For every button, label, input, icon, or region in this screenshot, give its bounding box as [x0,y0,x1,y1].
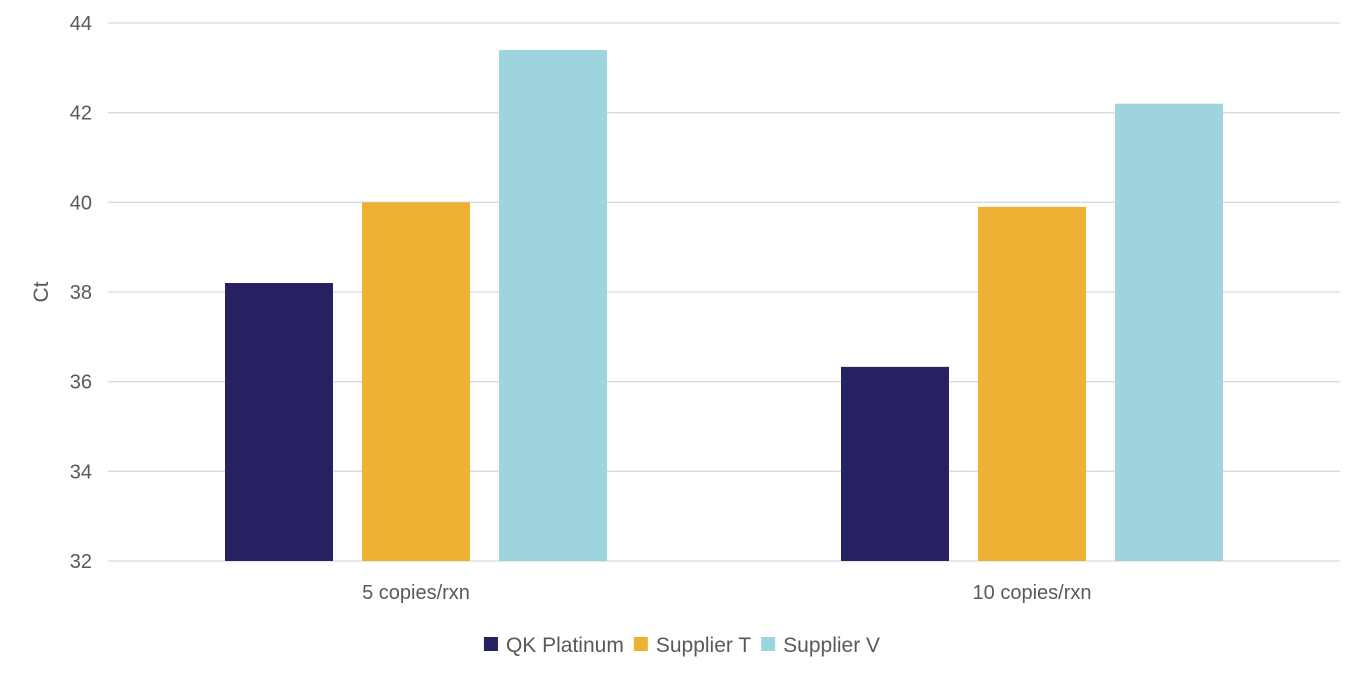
y-tick-label: 32 [70,551,92,573]
legend: QK Platinum Supplier T Supplier V [483,634,880,657]
bar [499,49,607,562]
y-tick-label: 38 [70,282,92,304]
y-tick-label: 36 [70,372,92,394]
y-tick-label: 40 [70,192,92,214]
bar [1115,103,1223,561]
x-tick-label: 10 copies/rxn [973,582,1092,604]
x-tick-label: 5 copies/rxn [362,582,470,604]
legend-item: QK Platinum [483,634,624,657]
y-tick-label: 42 [70,103,92,125]
bar [841,366,949,561]
legend-label: QK Platinum [506,634,624,657]
y-tick-label: 44 [70,13,92,35]
y-axis-title: Ct [30,281,53,302]
legend-swatch [761,637,776,651]
legend-label: Supplier V [783,634,880,657]
bar [978,206,1086,562]
legend-item: Supplier V [761,634,880,657]
bar [362,202,470,562]
x-axis-ticks: 5 copies/rxn 10 copies/rxn [362,582,1091,604]
y-axis-ticks: 32 34 36 38 40 42 44 [70,13,92,573]
bars [225,49,1223,562]
legend-swatch [483,637,498,651]
legend-label: Supplier T [656,634,752,657]
legend-item: Supplier T [633,634,752,657]
legend-swatch [633,637,648,651]
y-tick-label: 34 [70,461,92,483]
bar [225,283,333,561]
